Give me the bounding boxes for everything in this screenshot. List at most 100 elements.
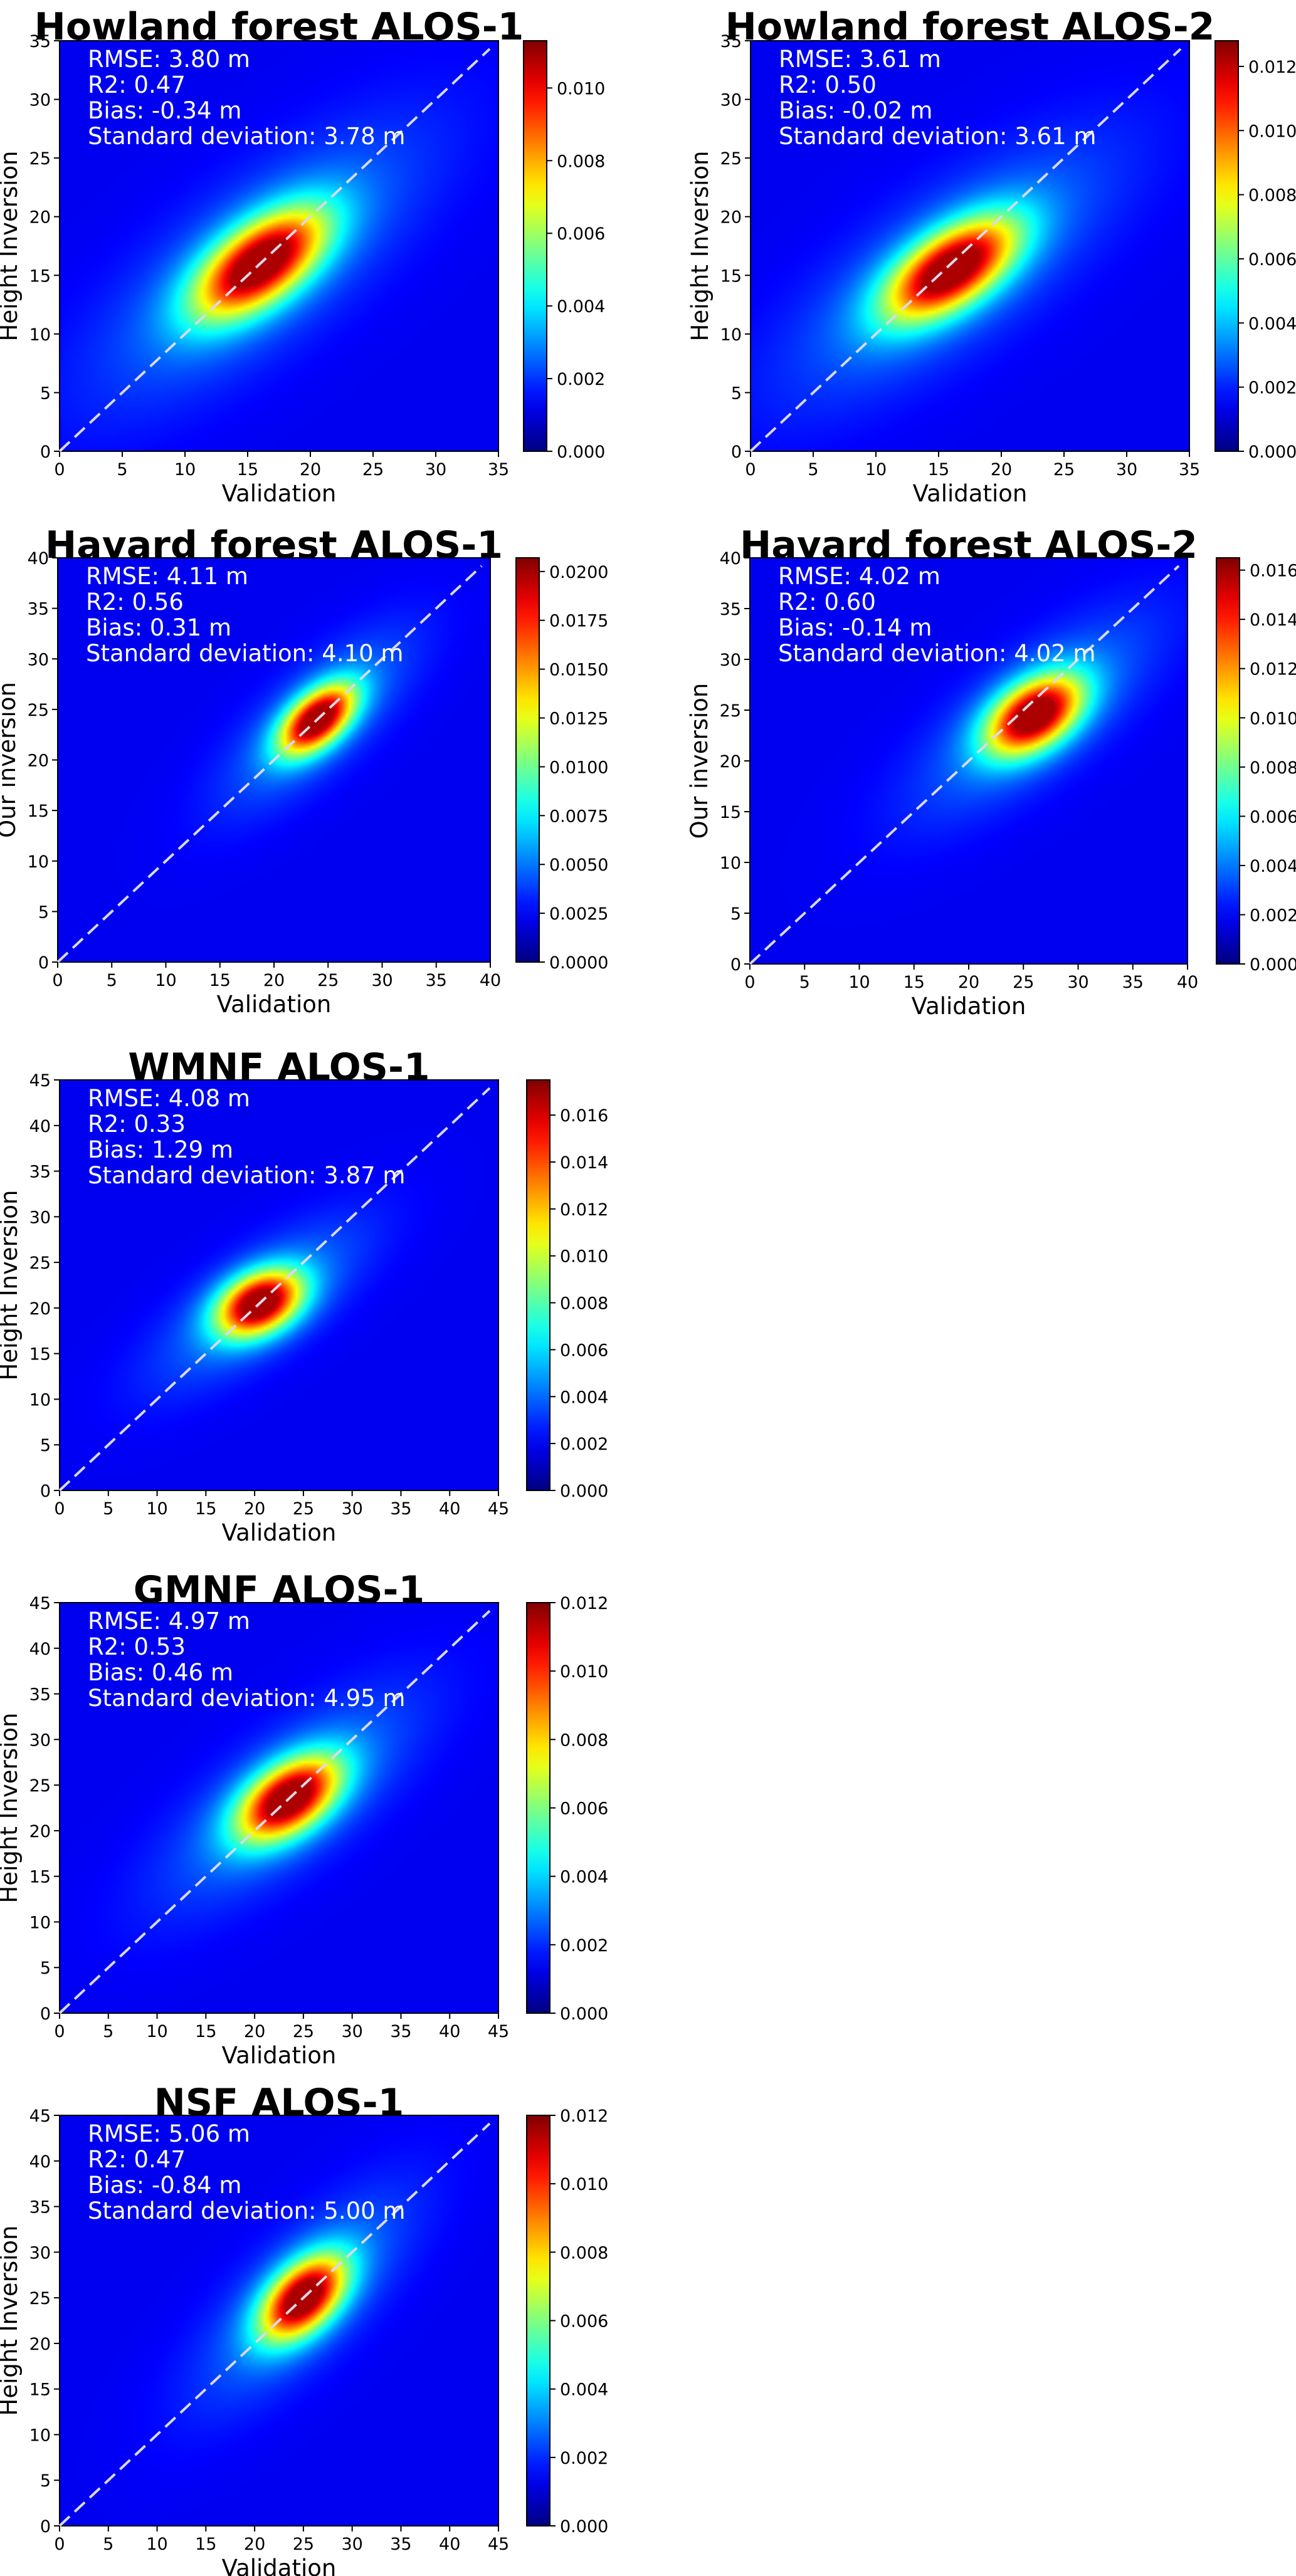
stat-text: R2: 0.33 xyxy=(88,1111,186,1138)
colorbar-tick-label: 0.004 xyxy=(560,2380,608,2400)
y-axis-label: Our inversion xyxy=(686,683,713,839)
x-tick-label: 5 xyxy=(103,2022,113,2041)
x-tick-label: 15 xyxy=(209,971,231,990)
y-tick-label: 45 xyxy=(29,1071,51,1091)
x-tick-label: 20 xyxy=(300,460,321,479)
x-tick-label: 10 xyxy=(146,1499,167,1519)
x-tick-label: 20 xyxy=(263,971,285,990)
stat-text: Standard deviation: 3.61 m xyxy=(779,123,1096,150)
y-tick-label: 0 xyxy=(40,1482,51,1501)
x-tick-label: 20 xyxy=(244,2022,265,2041)
x-tick-label: 30 xyxy=(1116,460,1137,479)
x-tick-label: 10 xyxy=(865,460,887,479)
y-tick-label: 5 xyxy=(40,384,51,403)
y-tick-label: 10 xyxy=(29,325,51,345)
x-tick-label: 35 xyxy=(390,1499,411,1519)
colorbar-tick-label: 0.004 xyxy=(1248,314,1296,333)
x-tick-label: 30 xyxy=(341,2022,362,2041)
x-tick-label: 25 xyxy=(293,1499,314,1519)
x-tick-label: 35 xyxy=(390,2535,411,2554)
x-tick-label: 40 xyxy=(439,2535,460,2554)
y-tick-label: 5 xyxy=(38,903,49,922)
colorbar-tick-label: 0.0200 xyxy=(549,563,608,582)
y-tick-label: 25 xyxy=(29,149,51,169)
colorbar-tick-label: 0.010 xyxy=(560,1247,608,1267)
colorbar-tick-label: 0.004 xyxy=(1250,857,1296,876)
x-tick-label: 25 xyxy=(1013,973,1034,992)
y-tick-label: 25 xyxy=(29,1776,51,1796)
x-tick-label: 0 xyxy=(745,460,756,479)
y-tick-label: 10 xyxy=(29,1913,51,1932)
stat-text: Bias: -0.14 m xyxy=(778,614,932,641)
colorbar xyxy=(526,1079,551,1491)
stat-text: RMSE: 3.61 m xyxy=(779,46,941,73)
x-axis-label: Validation xyxy=(222,1519,337,1546)
y-axis-label: Height Inversion xyxy=(0,2226,23,2416)
colorbar-tick-label: 0.002 xyxy=(560,2449,608,2468)
x-tick-label: 25 xyxy=(362,460,384,479)
colorbar-tick-label: 0.000 xyxy=(560,2004,608,2024)
stat-text: R2: 0.53 xyxy=(88,1633,186,1660)
y-tick-label: 25 xyxy=(29,2289,51,2308)
y-tick-label: 20 xyxy=(29,2335,51,2354)
y-tick-label: 30 xyxy=(29,1730,51,1750)
x-axis-label: Validation xyxy=(912,993,1026,1020)
y-tick-label: 35 xyxy=(29,1163,51,1182)
x-axis-label: Validation xyxy=(222,2042,337,2069)
colorbar-tick-label: 0.006 xyxy=(1250,807,1296,827)
colorbar-tick-label: 0.008 xyxy=(560,2243,608,2263)
colorbar-tick-label: 0.004 xyxy=(560,1388,608,1407)
stat-text: Standard deviation: 5.00 m xyxy=(88,2197,405,2224)
stat-text: RMSE: 4.02 m xyxy=(778,563,940,590)
y-tick-label: 20 xyxy=(29,208,51,228)
stat-text: RMSE: 4.08 m xyxy=(88,1085,250,1112)
colorbar-tick-label: 0.006 xyxy=(560,1799,608,1819)
stat-text: Standard deviation: 4.02 m xyxy=(778,640,1095,667)
x-tick-label: 5 xyxy=(107,971,117,990)
x-tick-label: 25 xyxy=(293,2022,314,2041)
x-tick-label: 40 xyxy=(439,2022,460,2041)
colorbar-tick-label: 0.0175 xyxy=(549,612,608,631)
x-tick-label: 30 xyxy=(371,971,392,990)
x-tick-label: 5 xyxy=(808,460,818,479)
identity-line xyxy=(749,48,1182,453)
x-tick-label: 40 xyxy=(480,971,501,990)
identity-line xyxy=(58,1610,491,2014)
colorbar-tick-label: 0.0150 xyxy=(549,661,608,680)
x-tick-label: 15 xyxy=(904,973,925,992)
colorbar-tick-label: 0.0100 xyxy=(549,758,608,777)
colorbar-tick-label: 0.0075 xyxy=(549,807,608,826)
identity-line xyxy=(56,565,483,963)
stat-text: R2: 0.60 xyxy=(778,589,876,615)
stat-text: Bias: -0.02 m xyxy=(779,97,932,124)
y-tick-label: 0 xyxy=(40,442,51,462)
y-tick-label: 30 xyxy=(29,1208,51,1227)
y-tick-label: 10 xyxy=(720,854,741,873)
x-tick-label: 20 xyxy=(244,1499,265,1519)
y-tick-label: 45 xyxy=(29,2107,51,2126)
x-tick-label: 35 xyxy=(426,971,447,990)
y-tick-label: 0 xyxy=(40,2517,51,2537)
x-tick-label: 5 xyxy=(103,2535,113,2554)
y-tick-label: 40 xyxy=(29,1117,51,1136)
y-tick-label: 40 xyxy=(29,1640,51,1659)
colorbar xyxy=(515,557,540,963)
colorbar-tick-label: 0.010 xyxy=(560,2175,608,2194)
x-tick-label: 10 xyxy=(174,460,196,479)
colorbar-tick-label: 0.004 xyxy=(560,1868,608,1887)
colorbar xyxy=(1216,557,1240,965)
colorbar-tick-label: 0.010 xyxy=(557,79,605,98)
y-tick-label: 10 xyxy=(29,2426,51,2445)
stat-text: Standard deviation: 4.95 m xyxy=(88,1685,405,1712)
y-axis-label: Height Inversion xyxy=(0,151,23,342)
colorbar xyxy=(523,40,547,452)
x-tick-label: 40 xyxy=(439,1499,460,1519)
x-tick-label: 25 xyxy=(1053,460,1075,479)
stat-text: R2: 0.47 xyxy=(88,2146,186,2173)
colorbar-tick-label: 0.008 xyxy=(1248,186,1296,206)
plot-frame xyxy=(59,40,499,452)
stat-text: R2: 0.56 xyxy=(86,589,184,615)
colorbar-tick-label: 0.002 xyxy=(560,1936,608,1956)
